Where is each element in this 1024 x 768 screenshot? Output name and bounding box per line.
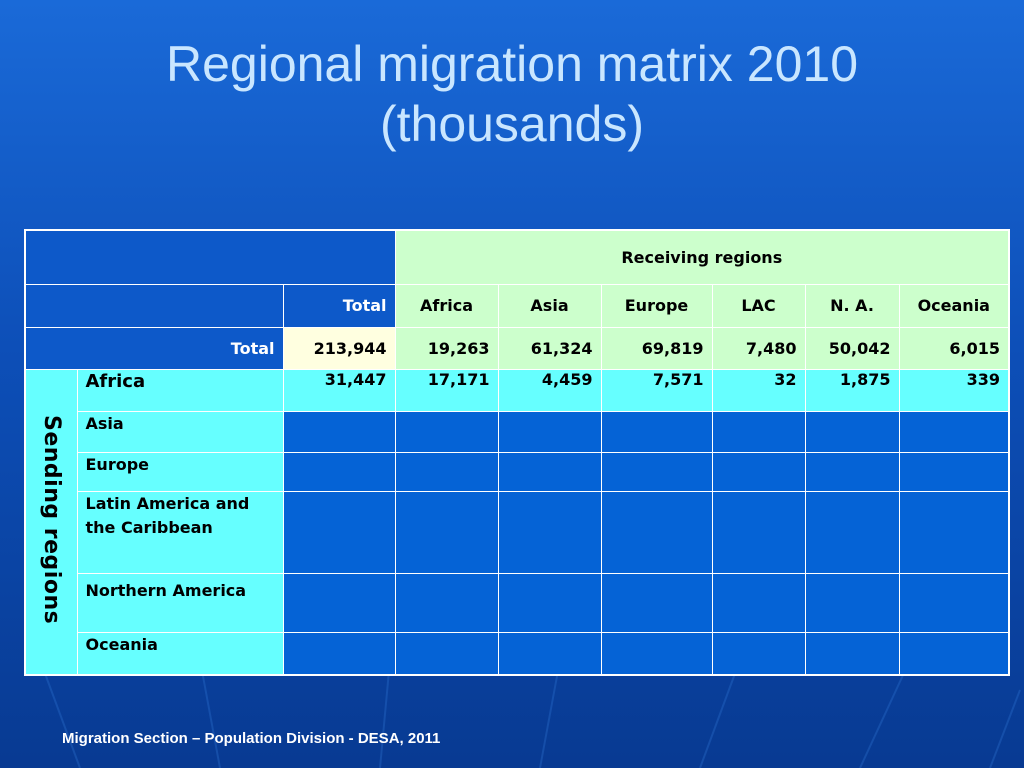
- migration-matrix-table: Receiving regions Total Africa Asia Euro…: [24, 229, 1011, 676]
- table-cell: [898, 490, 1010, 574]
- column-header-na: N. A.: [804, 283, 900, 328]
- slide-title-line1: Regional migration matrix 2010: [165, 36, 859, 92]
- column-header-oceania: Oceania: [898, 283, 1010, 328]
- total-column-header: Total: [282, 283, 396, 328]
- row-label-asia: Asia: [76, 410, 284, 453]
- total-row-label: Total: [24, 326, 284, 370]
- grand-total-value: 213,944: [282, 326, 396, 370]
- total-row: Total 213,944 19,263 61,324 69,819 7,480…: [24, 326, 1010, 370]
- cell-africa-lac: 32: [711, 368, 806, 412]
- column-header-lac: LAC: [711, 283, 806, 328]
- total-value-oceania: 6,015: [898, 326, 1010, 370]
- table-row: Latin America and the Caribbean: [25, 490, 1010, 574]
- table-cell: [804, 410, 900, 453]
- table-row: Northern America: [25, 572, 1010, 633]
- table-cell: [394, 631, 499, 676]
- table-row: Europe: [25, 451, 1010, 492]
- table-cell: [282, 572, 396, 633]
- table-row: Oceania: [25, 631, 1010, 676]
- row-total-africa: 31,447: [282, 368, 396, 412]
- table-row: Sending regions Africa 31,447 17,171 4,4…: [24, 368, 1010, 676]
- sending-regions-header: Sending regions: [24, 368, 78, 676]
- receiving-regions-header: Receiving regions: [394, 229, 1010, 285]
- table-cell: [394, 490, 499, 574]
- table-row: Asia: [25, 410, 1010, 453]
- table-cell: [711, 631, 806, 676]
- table-cell: [282, 631, 396, 676]
- table-cell: [804, 572, 900, 633]
- table-cell: [711, 490, 806, 574]
- row-label-northern-america: Northern America: [76, 572, 284, 633]
- slide-title: Regional migration matrix 2010 (thousand…: [60, 34, 964, 154]
- table-cell: [600, 490, 713, 574]
- column-header-europe: Europe: [600, 283, 713, 328]
- table-cell: [497, 572, 602, 633]
- table-cell: [497, 490, 602, 574]
- corner-cell-2: [24, 283, 284, 328]
- table-cell: [898, 410, 1010, 453]
- row-label-lac: Latin America and the Caribbean: [76, 490, 284, 574]
- table-cell: [497, 451, 602, 492]
- total-value-na: 50,042: [804, 326, 900, 370]
- table-cell: [804, 490, 900, 574]
- table-cell: [282, 410, 396, 453]
- header-row-receiving: Receiving regions: [24, 229, 1010, 285]
- total-value-lac: 7,480: [711, 326, 806, 370]
- header-row-columns: Total Africa Asia Europe LAC N. A. Ocean…: [24, 283, 1010, 328]
- table-cell: [282, 451, 396, 492]
- table-cell: [600, 631, 713, 676]
- row-label-africa: Africa: [76, 368, 284, 412]
- table-cell: [711, 410, 806, 453]
- table-cell: [394, 410, 499, 453]
- table-cell: [394, 451, 499, 492]
- cell-africa-europe: 7,571: [600, 368, 713, 412]
- table-cell: [394, 572, 499, 633]
- cell-africa-africa: 17,171: [394, 368, 499, 412]
- table-cell: [898, 451, 1010, 492]
- table-cell: [898, 572, 1010, 633]
- table-cell: [600, 410, 713, 453]
- cell-africa-na: 1,875: [804, 368, 900, 412]
- row-label-oceania: Oceania: [76, 631, 284, 676]
- cell-africa-asia: 4,459: [497, 368, 602, 412]
- total-value-asia: 61,324: [497, 326, 602, 370]
- table-cell: [282, 490, 396, 574]
- slide-title-line2: (thousands): [379, 96, 645, 152]
- row-label-europe: Europe: [76, 451, 284, 492]
- table-cell: [711, 572, 806, 633]
- table-cell: [600, 451, 713, 492]
- footer-credit: Migration Section – Population Division …: [62, 730, 441, 747]
- table-cell: [711, 451, 806, 492]
- table-cell: [497, 410, 602, 453]
- cell-africa-oceania: 339: [898, 368, 1010, 412]
- total-value-africa: 19,263: [394, 326, 499, 370]
- table-cell: [804, 631, 900, 676]
- table-cell: [804, 451, 900, 492]
- column-header-africa: Africa: [394, 283, 499, 328]
- sending-regions-label: Sending regions: [38, 415, 64, 625]
- corner-cell: [24, 229, 396, 285]
- table-cell: [497, 631, 602, 676]
- table-cell: [898, 631, 1010, 676]
- table-cell: [600, 572, 713, 633]
- column-header-asia: Asia: [497, 283, 602, 328]
- total-value-europe: 69,819: [600, 326, 713, 370]
